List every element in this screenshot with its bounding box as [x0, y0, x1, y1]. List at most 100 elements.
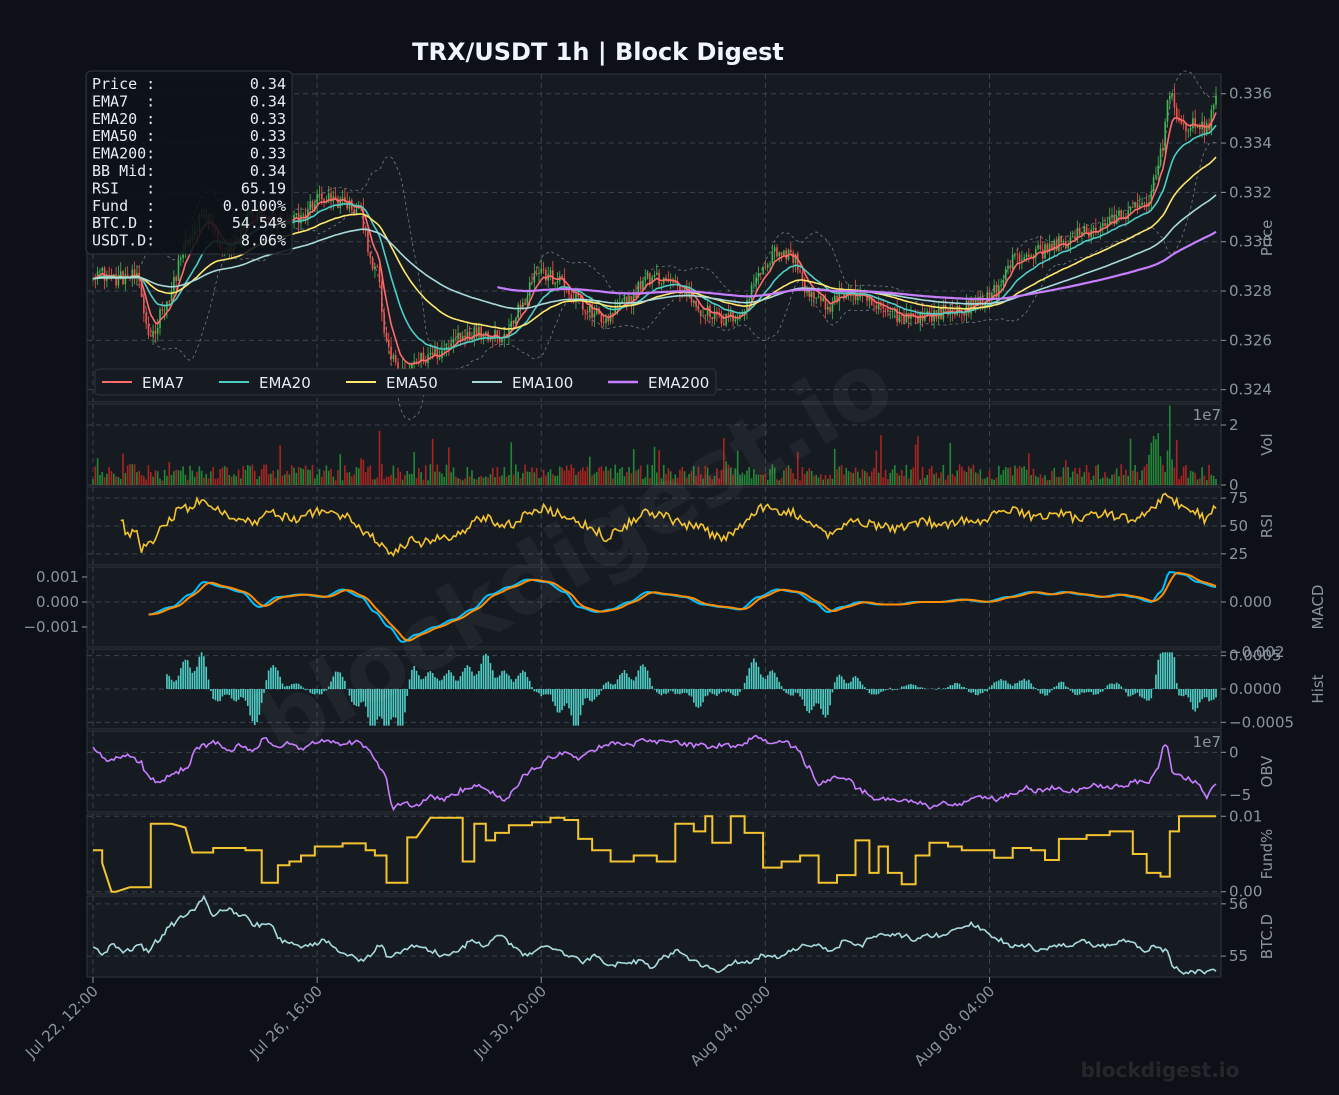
hist-bar	[637, 670, 640, 689]
candle-body	[579, 296, 582, 299]
hist-bar	[614, 683, 617, 689]
panel-btcd	[86, 895, 1222, 978]
volume-bar	[656, 472, 658, 485]
volume-bar	[766, 479, 769, 485]
volume-bar	[570, 464, 573, 485]
candle-body	[979, 296, 982, 305]
legend-label-ema7: EMA7	[142, 374, 184, 392]
hist-bar	[397, 689, 399, 726]
volume-bar	[295, 472, 298, 485]
volume-bar	[926, 474, 928, 485]
candle-body	[1159, 148, 1162, 166]
candle-body	[588, 304, 591, 313]
volume-bar	[260, 468, 263, 485]
volume-bar	[586, 466, 589, 485]
volume-bar	[1178, 479, 1180, 485]
candle-body	[1143, 202, 1146, 204]
hist-bar	[833, 682, 836, 689]
volume-bar	[556, 475, 559, 485]
candle-body	[1085, 226, 1088, 233]
candle-body	[1106, 223, 1109, 227]
volume-bar	[702, 478, 704, 485]
candle-body	[1067, 244, 1069, 249]
hist-bar	[545, 689, 547, 695]
ytick-label-rsi-0: 25	[1229, 545, 1248, 563]
hist-bar	[260, 689, 263, 703]
hist-bar	[924, 688, 926, 689]
volume-bar	[517, 471, 519, 485]
hist-bar	[256, 689, 258, 723]
candle-body	[549, 270, 552, 275]
volume-bar	[847, 471, 850, 485]
volume-bar	[307, 469, 309, 485]
volume-bar	[910, 469, 912, 485]
hist-bar	[942, 688, 945, 689]
volume-bar	[944, 479, 947, 485]
hist-bar	[1118, 683, 1120, 689]
volume-bar	[115, 476, 117, 485]
hist-bar	[364, 689, 367, 707]
hist-bar	[1088, 689, 1090, 693]
volume-bar	[309, 470, 312, 485]
volume-bar	[672, 478, 674, 485]
hist-bar	[572, 689, 575, 726]
hist-bar	[344, 680, 346, 689]
hist-bar	[561, 689, 563, 711]
candle-body	[1101, 223, 1104, 227]
candle-body	[475, 327, 478, 337]
hist-bar	[870, 689, 873, 695]
candle-body	[665, 277, 667, 280]
hist-bar	[515, 678, 517, 689]
volume-bar	[831, 478, 834, 485]
volume-bar	[1125, 469, 1127, 485]
hist-bar	[1025, 680, 1028, 689]
hist-bar	[681, 689, 684, 694]
candle-body	[1185, 123, 1187, 132]
volume-bar	[894, 465, 896, 485]
volume-bar	[630, 473, 633, 485]
hist-bar	[646, 670, 649, 689]
candle-body	[1004, 268, 1007, 281]
signal-line	[148, 571, 1217, 642]
hist-bar	[327, 686, 330, 689]
volume-bar	[1092, 475, 1095, 485]
hist-bar	[1058, 682, 1060, 689]
candle-body	[364, 230, 367, 232]
candle-body	[533, 273, 536, 283]
hist-bar	[302, 687, 305, 689]
volume-bar	[729, 467, 732, 485]
hist-bar	[1164, 652, 1166, 689]
volume-bar	[223, 466, 226, 485]
volume-bar	[147, 465, 150, 485]
volume-bar	[485, 476, 487, 485]
candle-body	[792, 252, 794, 263]
hist-bar	[404, 689, 406, 713]
hist-bar	[339, 672, 342, 689]
hist-bar	[198, 656, 201, 689]
info-label-8: BTC.D :	[92, 214, 155, 232]
hist-bar	[667, 689, 670, 693]
candle-body	[454, 338, 457, 340]
volume-bar	[764, 473, 767, 485]
candle-body	[801, 272, 804, 280]
hist-bar	[711, 689, 714, 694]
volume-bar	[697, 466, 700, 485]
hist-bar	[1212, 689, 1215, 700]
volume-bar	[577, 471, 580, 485]
candle-body	[993, 285, 995, 293]
volume-bar	[1021, 467, 1023, 485]
candle-body	[799, 270, 801, 273]
candle-body	[392, 355, 395, 359]
volume-bar	[228, 475, 231, 485]
candle-body	[1055, 240, 1058, 251]
candle-body	[1034, 248, 1037, 258]
candle-body	[318, 193, 321, 195]
volume-bar	[441, 473, 443, 485]
volume-bar	[1067, 467, 1069, 485]
volume-bar	[140, 474, 143, 485]
candle-body	[857, 297, 859, 301]
hist-bar	[1182, 689, 1185, 697]
hist-bar	[674, 689, 677, 695]
hist-bar	[286, 685, 288, 689]
